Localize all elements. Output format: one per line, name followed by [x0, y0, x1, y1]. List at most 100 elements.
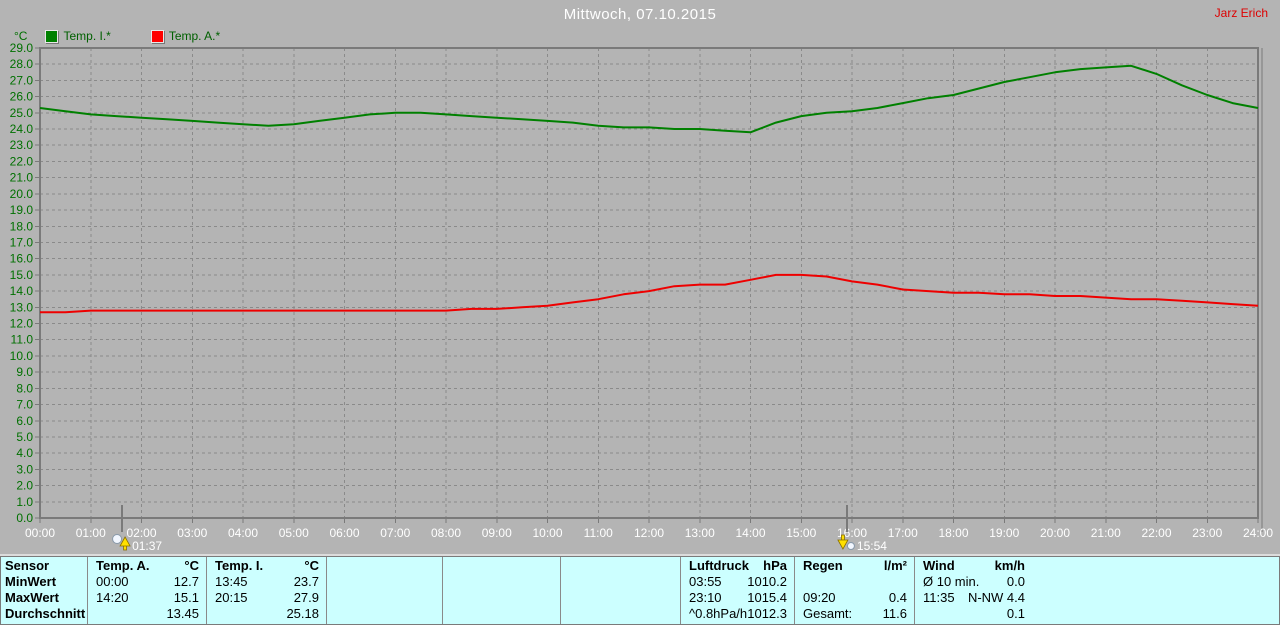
stat-row-label: MaxWert — [5, 590, 59, 605]
stat-value: 13.45 — [166, 606, 199, 621]
stat-row-label: Sensor — [5, 558, 50, 573]
stat-value-row — [795, 574, 914, 590]
stat-value-row: 11:35 N-NW 4.4 — [915, 590, 1032, 606]
stat-column-luftdruck: Luftdruck hPa 03:55 1010.2 23:10 1015.4 ^0.8hP… — [680, 557, 794, 624]
stat-column-header — [561, 558, 680, 574]
stat-time: 03:55 — [689, 574, 722, 589]
temp-a-swatch-icon — [150, 29, 164, 43]
marker-time-label: 01:37 — [132, 539, 162, 553]
y-tick-label: 14.0 — [10, 284, 34, 298]
stat-time: ^0.8hPa/h — [689, 606, 748, 621]
stat-value: 0.0 — [1006, 574, 1025, 589]
legend-item-temp-a: Temp. A.* — [150, 29, 221, 43]
y-tick-label: 7.0 — [16, 398, 33, 412]
y-tick-label: 28.0 — [10, 57, 34, 71]
y-axis-unit-label: °C — [14, 29, 28, 43]
x-tick-label: 15:00 — [786, 526, 816, 540]
legend-item-label: Temp. A.* — [168, 29, 221, 43]
stat-value-row — [327, 574, 442, 590]
page-title: Mittwoch, 07.10.2015 — [563, 6, 717, 23]
y-tick-label: 8.0 — [16, 381, 33, 395]
y-tick-label: 10.0 — [10, 349, 34, 363]
x-tick-label: 22:00 — [1141, 526, 1171, 540]
y-tick-label: 9.0 — [16, 365, 33, 379]
y-tick-label: 3.0 — [16, 462, 33, 476]
stat-value-row — [561, 574, 680, 590]
y-tick-label: 20.0 — [10, 187, 34, 201]
stat-row-labels-column: Sensor MinWert MaxWert Durchschnitt — [1, 557, 87, 624]
stat-column-wind: Wind km/h Ø 10 min. 0.0 11:35 N-NW 4.4 0.1 — [914, 557, 1279, 624]
stat-column-header: Temp. I. °C — [207, 558, 326, 574]
sensor-unit: km/h — [994, 558, 1025, 573]
sensor-name: Temp. I. — [215, 558, 264, 573]
y-tick-label: 15.0 — [10, 268, 34, 282]
stat-value-row — [443, 574, 560, 590]
stat-value: 15.1 — [173, 590, 199, 605]
moonrise-icon — [112, 534, 131, 551]
stat-value-row: 25.18 — [207, 606, 326, 622]
x-tick-label: 20:00 — [1040, 526, 1070, 540]
x-tick-label: 19:00 — [989, 526, 1019, 540]
x-tick-label: 00:00 — [25, 526, 55, 540]
stat-column-header: Wind km/h — [915, 558, 1032, 574]
stat-value-row — [443, 606, 560, 622]
panel-separator — [0, 554, 1280, 556]
y-tick-label: 17.0 — [10, 235, 34, 249]
y-tick-label: 29.0 — [10, 41, 34, 55]
legend-item-label: Temp. I.* — [63, 29, 111, 43]
marker-time-label: 15:54 — [857, 539, 887, 553]
stat-column-header — [443, 558, 560, 574]
y-tick-label: 24.0 — [10, 122, 34, 136]
stat-value: 0.1 — [1006, 606, 1025, 621]
stat-value-row: 23:10 1015.4 — [681, 590, 794, 606]
x-tick-label: 23:00 — [1192, 526, 1222, 540]
x-tick-label: 11:00 — [584, 526, 613, 540]
y-tick-label: 4.0 — [16, 446, 33, 460]
stat-column-temp-i: Temp. I. °C 13:45 23.7 20:15 27.9 25.18 — [206, 557, 326, 624]
x-tick-label: 04:00 — [228, 526, 258, 540]
x-tick-label: 02:00 — [126, 526, 156, 540]
stat-value-row: 03:55 1010.2 — [681, 574, 794, 590]
x-tick-label: 03:00 — [177, 526, 207, 540]
stat-value: 27.9 — [293, 590, 319, 605]
stat-value-row: 0.1 — [915, 606, 1032, 622]
stat-value-row — [327, 606, 442, 622]
stat-row-label: Durchschnitt — [5, 606, 86, 621]
stat-value-row: Gesamt: 11.6 — [795, 606, 914, 622]
stat-time: 14:20 — [96, 590, 129, 605]
stat-time: 13:45 — [215, 574, 248, 589]
sensor-unit: °C — [304, 558, 319, 573]
y-tick-label: 27.0 — [10, 73, 34, 87]
stat-column-empty — [560, 557, 680, 624]
stat-value-row: ^0.8hPa/h 1012.3 — [681, 606, 794, 622]
stat-column-header: Luftdruck hPa — [681, 558, 794, 574]
stat-time: 00:00 — [96, 574, 129, 589]
stat-column-empty — [442, 557, 560, 624]
temp-i-swatch-icon — [45, 29, 59, 43]
moonset-icon — [837, 534, 855, 550]
stat-value: 1010.2 — [747, 574, 787, 589]
y-tick-label: 18.0 — [10, 219, 34, 233]
stat-time: 20:15 — [215, 590, 248, 605]
stat-value: 25.18 — [286, 606, 319, 621]
y-tick-label: 23.0 — [10, 138, 34, 152]
x-tick-label: 01:00 — [76, 526, 106, 540]
y-tick-label: 16.0 — [10, 252, 34, 266]
stat-value: 0.4 — [888, 590, 907, 605]
x-tick-label: 06:00 — [329, 526, 359, 540]
x-tick-label: 10:00 — [532, 526, 562, 540]
stat-time: 09:20 — [803, 590, 836, 605]
stat-column-regen: Regen l/m² 09:20 0.4 Gesamt: 11.6 — [794, 557, 914, 624]
x-tick-label: 18:00 — [938, 526, 968, 540]
x-tick-label: 13:00 — [685, 526, 715, 540]
series-line — [40, 273, 1259, 314]
stat-value: 23.7 — [293, 574, 319, 589]
x-tick-label: 05:00 — [279, 526, 309, 540]
stat-value-row — [443, 590, 560, 606]
legend: °C Temp. I.* Temp. A.* — [14, 28, 260, 44]
y-tick-label: 6.0 — [16, 414, 33, 428]
y-tick-label: 5.0 — [16, 430, 33, 444]
stat-column-header — [327, 558, 442, 574]
stat-column-empty — [326, 557, 442, 624]
sensor-unit: hPa — [763, 558, 787, 573]
